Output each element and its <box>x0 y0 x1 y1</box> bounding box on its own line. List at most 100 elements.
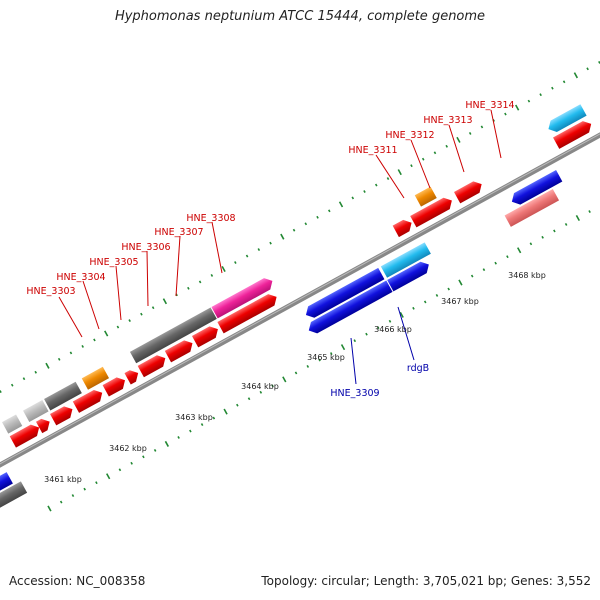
tick-mark-inner <box>106 473 111 480</box>
genome-backbone <box>0 95 600 505</box>
gene-box-rna[interactable] <box>0 481 28 510</box>
gene-label-forward: HNE_3312 <box>385 130 434 141</box>
gene-arrow-forward[interactable] <box>553 118 594 149</box>
gene-box-rna[interactable] <box>129 307 217 364</box>
gene-arrow-reverse[interactable] <box>306 280 393 337</box>
tick-mark-outer <box>257 248 261 252</box>
tick-mark-inner <box>318 358 321 362</box>
scale-label: 3463 kbp <box>175 413 213 422</box>
tick-mark-outer <box>456 136 461 143</box>
gene-arrow-forward[interactable] <box>191 323 221 348</box>
gene-arrow-forward[interactable] <box>72 387 106 413</box>
callout-line <box>397 306 415 361</box>
callout-line <box>82 280 100 330</box>
gene-box-trna[interactable] <box>81 366 110 390</box>
tick-mark-inner <box>564 223 568 226</box>
gene-callouts: HNE_3303 HNE_3304 HNE_3305 HNE_3306 HNE_… <box>26 100 545 484</box>
callout-line <box>410 139 431 189</box>
callout-line <box>211 221 223 274</box>
tick-mark-inner <box>200 423 204 427</box>
gene-box-pseudogene[interactable] <box>1 414 23 434</box>
gene-box-pseudogene[interactable] <box>23 400 49 423</box>
gene-arrow-forward[interactable] <box>137 352 169 378</box>
gene-arrow-misc[interactable] <box>211 275 275 319</box>
tick-mark-inner <box>223 408 228 415</box>
gene-label-reverse: HNE_3309 <box>330 388 379 399</box>
tick-mark-inner <box>130 461 133 465</box>
tick-mark-inner <box>423 300 427 304</box>
gene-arrow-forward[interactable] <box>102 375 129 397</box>
tick-mark-outer <box>527 99 531 103</box>
genome-backbone-highlight <box>0 96 600 502</box>
tick-mark-inner <box>329 352 333 355</box>
tick-mark-inner <box>282 376 287 383</box>
tick-mark-outer <box>140 312 143 316</box>
callout-line <box>175 235 181 297</box>
gene-box-trna[interactable] <box>414 186 437 207</box>
scale-label: 3467 kbp <box>441 297 479 306</box>
gene-arrow-forward[interactable] <box>453 178 485 204</box>
tick-mark-inner <box>189 429 192 433</box>
gene-label-reverse: rdgB <box>407 363 429 374</box>
tick-mark-inner <box>306 365 310 368</box>
callout-line <box>146 250 149 307</box>
tick-mark-inner <box>506 255 509 259</box>
tick-mark-inner <box>83 487 86 491</box>
callout-line <box>58 296 83 338</box>
gene-arrow-forward[interactable] <box>392 217 415 238</box>
tick-mark-inner <box>470 274 474 278</box>
scale-label: 3466 kbp <box>374 325 412 334</box>
gene-label-forward: HNE_3313 <box>423 115 472 126</box>
tick-mark-outer <box>316 215 319 219</box>
tick-mark-outer <box>374 183 378 187</box>
gene-arrow-light-blue[interactable] <box>545 104 587 135</box>
tick-mark-outer <box>116 325 120 329</box>
gene-arrow-forward[interactable] <box>217 291 279 334</box>
gene-arrow-forward[interactable] <box>35 416 53 434</box>
tick-mark-outer <box>57 357 61 361</box>
tick-mark-outer <box>151 306 155 310</box>
gene-arrow-forward[interactable] <box>164 337 196 363</box>
gene-box-rna[interactable] <box>44 381 82 411</box>
tick-mark-outer <box>551 86 554 90</box>
tick-mark-inner <box>541 235 544 239</box>
tick-mark-inner <box>376 326 380 330</box>
tick-mark-outer <box>445 144 448 148</box>
tick-mark-outer <box>81 344 84 348</box>
tick-mark-inner <box>294 371 298 375</box>
genome-title: Hyphomonas neptunium ATCC 15444, complet… <box>114 9 486 24</box>
scale-label: 3462 kbp <box>109 444 147 453</box>
tick-mark-inner <box>458 279 463 286</box>
gene-label-forward: HNE_3314 <box>465 100 514 111</box>
tick-mark-outer <box>221 265 226 272</box>
gene-box-light-blue[interactable] <box>380 242 431 278</box>
callout-line <box>490 109 502 159</box>
gene-label-forward: HNE_3306 <box>121 242 170 253</box>
scale-label: 3464 kbp <box>241 382 279 391</box>
tick-mark-inner <box>271 384 274 388</box>
callout-line <box>350 337 357 385</box>
gene-arrow-reverse[interactable] <box>509 170 563 207</box>
gene-label-forward: HNE_3305 <box>89 257 138 268</box>
gene-arrow-forward[interactable] <box>124 367 142 385</box>
tick-mark-inner <box>177 436 180 439</box>
tick-mark-outer <box>351 196 355 200</box>
gene-arrow-reverse[interactable] <box>0 472 13 498</box>
tick-mark-outer <box>69 351 73 355</box>
tick-mark-inner <box>435 294 439 297</box>
gene-arrow-forward[interactable] <box>410 195 455 228</box>
tick-mark-outer <box>480 125 484 129</box>
gene-label-forward: HNE_3307 <box>154 227 203 238</box>
tick-mark-outer <box>280 233 285 240</box>
callout-line <box>375 154 405 199</box>
tick-mark-outer <box>304 222 308 226</box>
tick-mark-outer <box>269 241 272 245</box>
gene-arrow-forward[interactable] <box>50 403 76 426</box>
gene-box-salmon[interactable] <box>504 188 560 227</box>
gene-arrow-forward[interactable] <box>9 422 43 448</box>
gene-arrow-reverse[interactable] <box>387 259 432 292</box>
tick-mark-outer <box>386 177 390 181</box>
gene-arrow-reverse[interactable] <box>303 267 385 321</box>
tick-mark-outer <box>10 383 14 387</box>
